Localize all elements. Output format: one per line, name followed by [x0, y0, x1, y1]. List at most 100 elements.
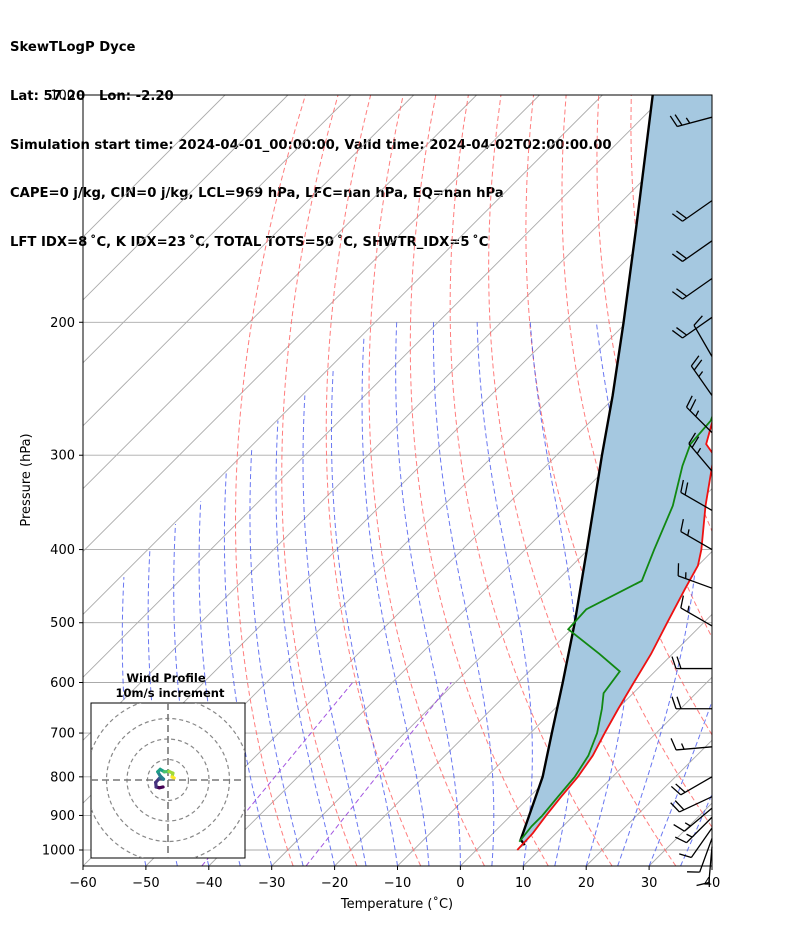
y-tick-label: 800	[50, 770, 75, 785]
x-tick-label: 30	[641, 876, 658, 891]
isotherm--80	[83, 110, 712, 741]
wind-barb	[677, 563, 713, 589]
barb-half-flag	[680, 743, 685, 750]
moist-adiabat	[330, 368, 398, 866]
dry-adiabat	[525, 95, 712, 829]
isotherm--120	[83, 95, 477, 490]
isotherm--30	[271, 425, 712, 866]
isotherm--10	[397, 550, 712, 866]
moist-adiabat	[275, 420, 336, 866]
barb-flag	[669, 115, 678, 127]
x-tick-label: −40	[195, 876, 222, 891]
chart-title-block: SkewTLogP Dyce Lat: 57.20 Lon: -2.20 Sim…	[10, 8, 612, 267]
barb-half-flag	[696, 447, 702, 454]
wind-barb	[670, 776, 713, 796]
wind-barb	[680, 519, 713, 551]
barb-staff	[680, 607, 713, 627]
isotherm--130	[83, 95, 415, 427]
x-tick-label: 40	[704, 876, 721, 891]
y-tick-label: 400	[50, 543, 75, 558]
barb-flag	[696, 881, 710, 887]
x-tick-label: 20	[578, 876, 595, 891]
isotherm-10	[522, 676, 712, 866]
wind-barb	[671, 240, 713, 262]
isotherm--150	[83, 95, 289, 301]
hodograph-title: Wind Profile	[126, 671, 206, 685]
isotherm--160	[83, 95, 226, 238]
x-tick-label: 10	[515, 876, 532, 891]
lifted-index-line: LFT IDX=8 ˚C, K IDX=23 ˚C, TOTAL TOTS=50…	[10, 234, 489, 250]
dry-adiabat	[561, 95, 712, 736]
moist-adiabat	[711, 864, 712, 866]
x-axis-label: Temperature (˚C)	[340, 896, 453, 912]
y-tick-label: 600	[50, 676, 75, 691]
wind-barb	[671, 316, 713, 339]
wind-barb	[673, 807, 713, 832]
barb-half-flag	[684, 822, 691, 827]
moist-adiabat	[361, 338, 430, 866]
barb-flag	[680, 595, 684, 609]
barb-flag	[693, 315, 703, 326]
barb-staff	[680, 491, 713, 511]
y-tick-label: 700	[50, 727, 75, 742]
barb-flag	[670, 802, 680, 813]
barb-staff	[679, 796, 713, 813]
barb-staff	[682, 240, 713, 262]
hodograph-subtitle: 10m/s increment	[116, 686, 225, 700]
barb-flag	[670, 785, 682, 796]
dry-adiabat	[368, 95, 485, 866]
barb-half-flag	[686, 833, 693, 838]
hodograph-plot	[91, 703, 245, 858]
barb-flag	[676, 656, 682, 669]
wind-barb	[671, 200, 713, 222]
barb-flag	[676, 210, 687, 219]
barb-flag	[674, 800, 685, 811]
y-tick-label: 900	[50, 809, 75, 824]
barb-flag	[671, 291, 683, 300]
barb-flag	[680, 519, 684, 532]
moist-adiabat	[249, 449, 304, 866]
dry-adiabat	[281, 95, 358, 866]
barb-flag	[675, 783, 686, 793]
barb-staff	[680, 530, 713, 551]
barb-staff	[693, 324, 713, 357]
barb-staff	[686, 816, 713, 844]
barb-staff	[708, 846, 713, 883]
isotherm--20	[334, 487, 712, 866]
x-tick-label: −50	[132, 876, 159, 891]
barb-staff	[690, 827, 713, 858]
y-tick-label: 300	[50, 449, 75, 464]
barb-flag	[679, 853, 692, 859]
barb-flag	[673, 824, 685, 832]
mixing-ratio-line	[305, 682, 452, 866]
wind-barb	[688, 432, 713, 472]
barb-flag	[676, 696, 682, 709]
dry-adiabat	[235, 95, 306, 866]
barb-flag	[676, 288, 687, 297]
barb-flag	[671, 656, 677, 669]
barb-staff	[686, 406, 713, 434]
x-tick-label: −30	[258, 876, 285, 891]
barb-staff	[684, 807, 713, 832]
wind-barb	[693, 315, 713, 357]
hodograph-inset: Wind Profile 10m/s increment	[90, 671, 246, 859]
moist-adiabat	[432, 322, 495, 866]
wind-barb	[674, 816, 713, 844]
moist-adiabat	[648, 699, 712, 866]
dry-adiabat	[409, 95, 549, 866]
barb-flag	[689, 399, 697, 411]
dewpoint-line	[518, 414, 712, 843]
dry-adiabat	[449, 95, 613, 866]
cin-cape-shading	[517, 95, 712, 850]
wind-barb	[680, 595, 713, 627]
wind-barb	[671, 696, 712, 710]
barb-half-flag	[685, 117, 691, 124]
barb-half-flag	[695, 410, 700, 417]
y-tick-label: 200	[50, 316, 75, 331]
wind-barb	[679, 827, 713, 859]
isotherm-40	[711, 865, 712, 866]
barb-flag	[674, 114, 683, 126]
dry-adiabat	[762, 95, 794, 866]
barb-staff	[680, 776, 713, 796]
